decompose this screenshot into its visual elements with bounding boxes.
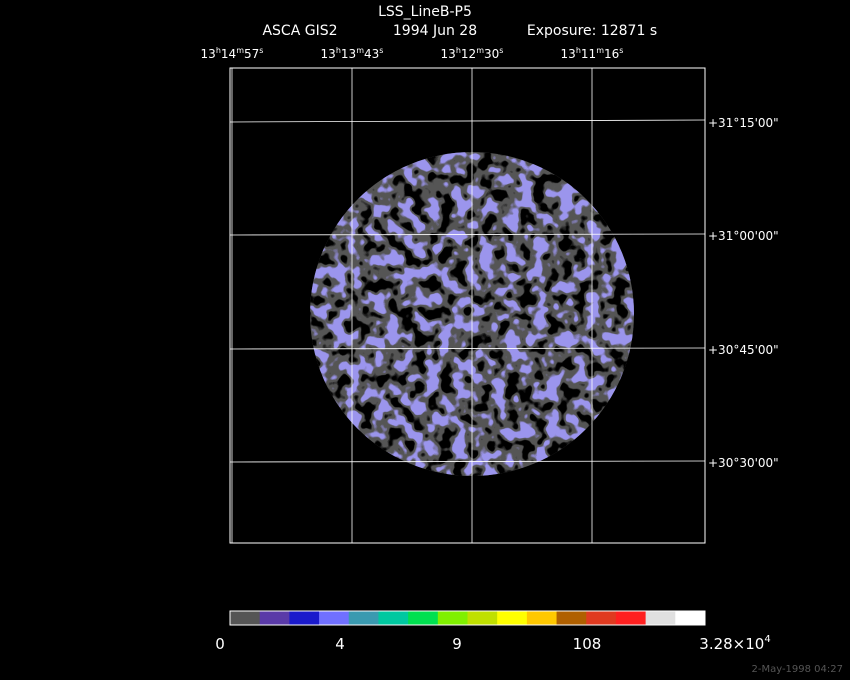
colorbar-segment xyxy=(408,611,439,625)
date: 1994 Jun 28 xyxy=(393,23,477,39)
ra-unit: m xyxy=(476,46,484,55)
colorbar-label: 9 xyxy=(452,635,462,653)
ra-label: 13h12m30s xyxy=(441,46,504,61)
colorbar-label-text: 9 xyxy=(452,635,462,653)
ra-unit: m xyxy=(356,46,364,55)
dec-label: +31°15'00" xyxy=(708,116,779,130)
dec-label: +30°45'00" xyxy=(708,343,779,357)
colorbar-segment xyxy=(348,611,379,625)
grid-line xyxy=(229,460,706,463)
colorbar-label-text: 0 xyxy=(215,635,225,653)
frame xyxy=(229,67,706,544)
instrument: ASCA GIS2 xyxy=(262,23,337,39)
ra-value: 30 xyxy=(484,47,499,61)
grid-line xyxy=(229,233,706,236)
ra-value: 13 xyxy=(561,47,576,61)
ra-unit: m xyxy=(236,46,244,55)
colorbar-segment xyxy=(437,611,468,625)
ra-unit: h xyxy=(336,46,341,55)
ra-value: 57 xyxy=(244,47,259,61)
ra-value: 13 xyxy=(341,47,356,61)
colorbar-segment xyxy=(675,611,706,625)
colorbar-frame xyxy=(229,610,706,626)
dec-label: +31°00'00" xyxy=(708,229,779,243)
colorbar-segment xyxy=(556,611,587,625)
colorbar-segment xyxy=(230,611,261,625)
ra-value: 13 xyxy=(321,47,336,61)
ra-unit: s xyxy=(379,46,383,55)
ra-unit: s xyxy=(259,46,263,55)
dec-label: +30°30'00" xyxy=(708,456,779,470)
colorbar-label-text: 108 xyxy=(573,635,602,653)
ra-unit: s xyxy=(619,46,623,55)
colorbar-label: 3.28×104 xyxy=(699,634,770,653)
colorbar-segment xyxy=(289,611,320,625)
colorbar-segment xyxy=(645,611,676,625)
ra-label: 13h13m43s xyxy=(321,46,384,61)
ra-value: 12 xyxy=(461,47,476,61)
ra-value: 13 xyxy=(201,47,216,61)
ra-unit: h xyxy=(456,46,461,55)
colorbar-segment xyxy=(615,611,647,625)
title: LSS_LineB-P5 xyxy=(378,4,472,20)
exposure: Exposure: 12871 s xyxy=(527,23,657,39)
ra-unit: m xyxy=(596,46,604,55)
colorbar-segment xyxy=(467,611,498,625)
footer: 2-May-1998 04:27 xyxy=(751,664,843,675)
grid-line xyxy=(229,119,706,123)
colorbar-segment xyxy=(526,611,558,625)
ra-unit: h xyxy=(576,46,581,55)
grid-line xyxy=(229,347,706,350)
ra-label: 13h14m57s xyxy=(201,46,264,61)
colorbar-segment xyxy=(319,611,350,625)
colorbar-label-text: 4 xyxy=(335,635,345,653)
colorbar-segment xyxy=(586,611,617,625)
colorbar-label: 108 xyxy=(573,635,602,653)
colorbar-label: 0 xyxy=(215,635,225,653)
colorbar-label: 4 xyxy=(335,635,345,653)
ra-label: 13h11m16s xyxy=(561,46,624,61)
colorbar-label-text: 3.28×10 xyxy=(699,635,764,653)
ra-value: 43 xyxy=(364,47,379,61)
ra-value: 14 xyxy=(221,47,236,61)
ra-unit: h xyxy=(216,46,221,55)
ra-value: 13 xyxy=(441,47,456,61)
colorbar-segment xyxy=(497,611,528,625)
ra-value: 16 xyxy=(604,47,619,61)
colorbar-segment xyxy=(378,611,409,625)
grid xyxy=(229,68,706,543)
colorbar-segment xyxy=(259,611,290,625)
ra-value: 11 xyxy=(581,47,596,61)
colorbar-label-exponent: 4 xyxy=(764,634,770,645)
ra-unit: s xyxy=(499,46,503,55)
